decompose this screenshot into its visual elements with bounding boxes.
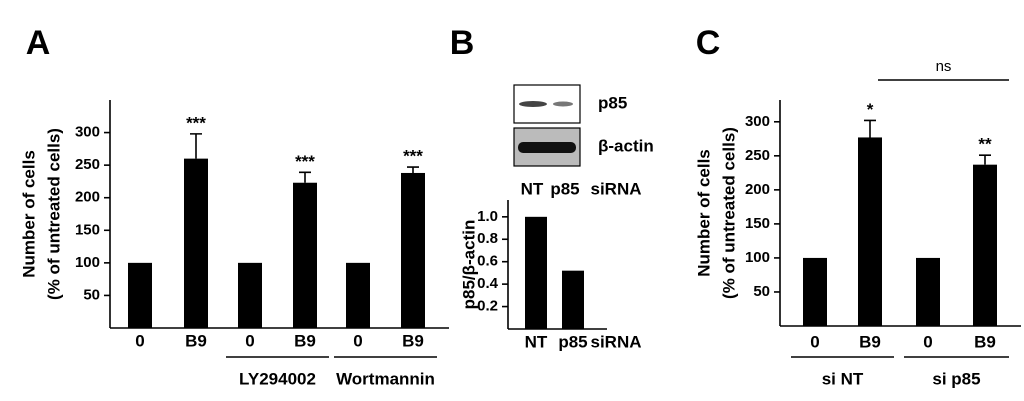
y-tick-label: 0.2 [477,298,498,315]
error-bar [407,166,419,173]
blot-label: β-actin [598,136,654,155]
y-tick-label: 150 [75,221,100,238]
x-axis-label: siRNA [590,332,641,351]
bar [238,262,262,328]
significance-label: *** [186,113,206,132]
significance-label: * [867,100,874,119]
bar [858,137,882,326]
group-label: Wortmannin [336,369,435,388]
y-tick-label: 200 [745,181,770,198]
blot-x-label: siRNA [590,179,641,198]
bar [973,164,997,326]
blot-lane-label: p85 [550,179,579,198]
bar [184,158,208,328]
x-tick-label: 0 [353,331,362,350]
y-tick-label: 300 [75,124,100,141]
x-tick-label: 0 [245,331,254,350]
group-label: si p85 [932,369,980,388]
blot-band [519,101,547,107]
bar [401,172,425,328]
error-bar [299,171,311,183]
y-tick-label: 50 [83,286,100,303]
x-tick-label: 0 [923,332,932,351]
bar [562,270,584,329]
error-bar [864,119,876,138]
y-tick-label: 100 [745,249,770,266]
significance-label: ** [978,135,992,154]
error-bar [190,133,202,159]
y-tick-label: 1.0 [477,208,498,225]
x-tick-label: NT [525,332,548,351]
y-tick-label: 300 [745,113,770,130]
y-tick-label: 150 [745,215,770,232]
bar [128,262,152,328]
y-axis-label: Number of cells [19,150,38,278]
group-label: LY294002 [239,369,316,388]
group-label: si NT [822,369,864,388]
bar [293,182,317,328]
y-tick-label: 0.4 [477,275,499,292]
panel-letter: A [26,24,51,62]
y-tick-label: 0.6 [477,253,498,270]
x-tick-label: p85 [558,332,587,351]
bar [803,257,827,326]
y-tick-label: 250 [75,156,100,173]
bar [916,257,940,326]
x-tick-label: 0 [810,332,819,351]
y-axis-label: Number of cells [694,149,713,277]
y-tick-label: 100 [75,254,100,271]
significance-label: *** [295,152,315,171]
bar [525,216,547,329]
blot-band [553,101,573,107]
x-tick-label: B9 [294,331,316,350]
y-tick-label: 0.8 [477,230,498,247]
x-tick-label: B9 [859,332,881,351]
y-axis-label: p85/β-actin [459,220,478,310]
significance-label: *** [403,147,423,166]
x-tick-label: B9 [402,331,424,350]
x-tick-label: B9 [185,331,207,350]
y-tick-label: 250 [745,147,770,164]
comparison-label: ns [936,58,952,75]
blot-band [518,142,576,153]
y-tick-label: 200 [75,189,100,206]
x-tick-label: 0 [135,331,144,350]
panel-letter: C [696,24,721,62]
y-axis-label: (% of untreated cells) [719,127,738,299]
blot-label: p85 [598,93,627,112]
panel-letter: B [450,24,475,62]
x-tick-label: B9 [974,332,996,351]
y-tick-label: 50 [753,283,770,300]
blot-lane-label: NT [521,179,544,198]
y-axis-label: (% of untreated cells) [44,128,63,300]
bar [346,262,370,328]
error-bar [979,154,991,165]
